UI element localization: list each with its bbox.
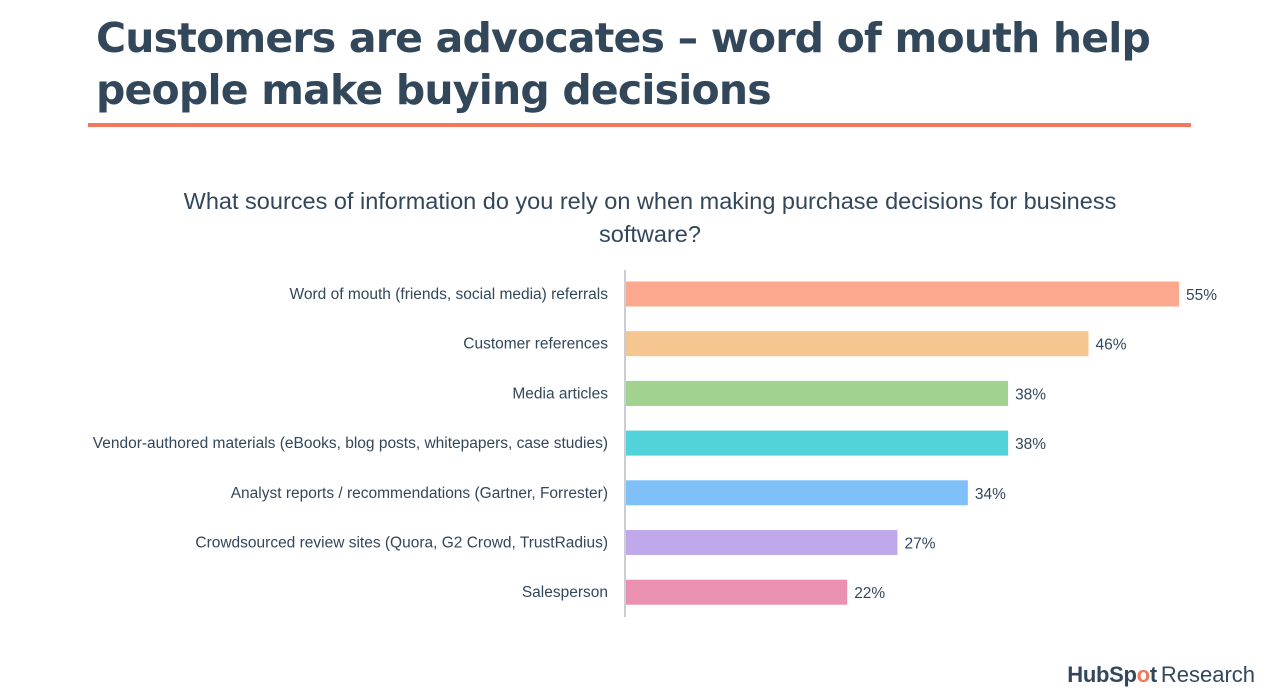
sprocket-icon: o [1136, 662, 1150, 687]
bar [626, 430, 1009, 456]
value-label: 55% [1186, 287, 1217, 304]
value-label: 38% [1015, 436, 1046, 453]
value-label: 38% [1015, 386, 1046, 403]
hubspot-research-logo: HubSpot Research [1067, 659, 1255, 691]
bar [626, 331, 1089, 357]
value-label: 34% [975, 486, 1006, 503]
value-label: 22% [854, 585, 885, 602]
title-underline [88, 123, 1191, 127]
value-label: 27% [904, 536, 935, 553]
bar [626, 281, 1179, 307]
category-label: Analyst reports / recommendations (Gartn… [231, 485, 608, 502]
bar [626, 380, 1009, 406]
bar [626, 480, 968, 506]
category-label: Crowdsourced review sites (Quora, G2 Cro… [195, 535, 608, 552]
category-label: Salesperson [522, 584, 608, 601]
value-label: 46% [1096, 337, 1127, 354]
category-label: Customer references [463, 336, 608, 353]
logo-brand-prefix: HubSp [1067, 662, 1137, 687]
category-label: Media articles [512, 385, 608, 402]
logo-brand-suffix: t [1149, 662, 1157, 687]
bar [626, 579, 848, 605]
logo-research-text: Research [1160, 662, 1255, 687]
category-label: Vendor-authored materials (eBooks, blog … [93, 435, 608, 452]
chart-title: What sources of information do you rely … [183, 188, 1117, 247]
slide-title: Customers are advocates – word of mouth … [96, 14, 1151, 114]
hubspot-logo: HubSpot [1067, 662, 1157, 688]
category-label: Word of mouth (friends, social media) re… [290, 286, 609, 303]
bar [626, 530, 898, 555]
